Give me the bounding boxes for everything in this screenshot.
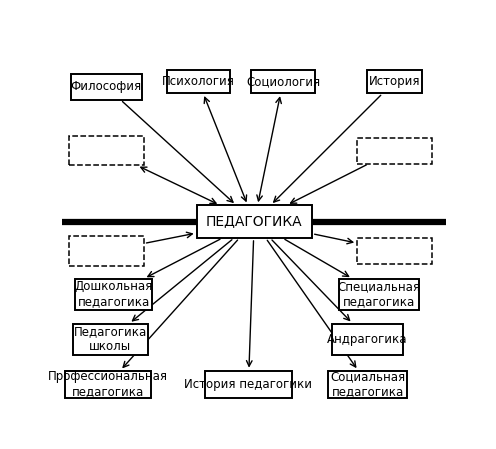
Bar — [196, 205, 312, 238]
Text: Социальная
педагогика: Социальная педагогика — [330, 370, 405, 398]
Bar — [69, 136, 144, 165]
Text: Психология: Психология — [162, 75, 235, 88]
Text: Специальная
педагогика: Специальная педагогика — [338, 280, 421, 308]
Bar — [367, 70, 423, 93]
Bar — [65, 370, 151, 397]
Bar — [69, 236, 144, 266]
Bar — [339, 278, 420, 310]
Text: Андрагогика: Андрагогика — [327, 333, 408, 346]
Bar — [328, 370, 407, 397]
Text: История: История — [369, 75, 420, 88]
Text: История педагогики: История педагогики — [185, 378, 312, 391]
Bar — [332, 324, 403, 355]
Text: Социология: Социология — [246, 75, 320, 88]
Bar — [72, 324, 147, 355]
Bar — [251, 70, 315, 93]
Bar — [205, 370, 292, 397]
Bar — [357, 238, 432, 264]
Text: Педагогика
школы: Педагогика школы — [73, 325, 147, 353]
Text: Философия: Философия — [70, 80, 142, 93]
Bar — [357, 138, 432, 163]
Bar — [167, 70, 230, 93]
Bar — [70, 74, 142, 100]
Bar — [75, 278, 152, 310]
Text: Дошкольная
педагогика: Дошкольная педагогика — [75, 280, 153, 308]
Text: Профессиональная
педагогика: Профессиональная педагогика — [48, 370, 168, 398]
Text: ПЕДАГОГИКА: ПЕДАГОГИКА — [206, 215, 303, 229]
